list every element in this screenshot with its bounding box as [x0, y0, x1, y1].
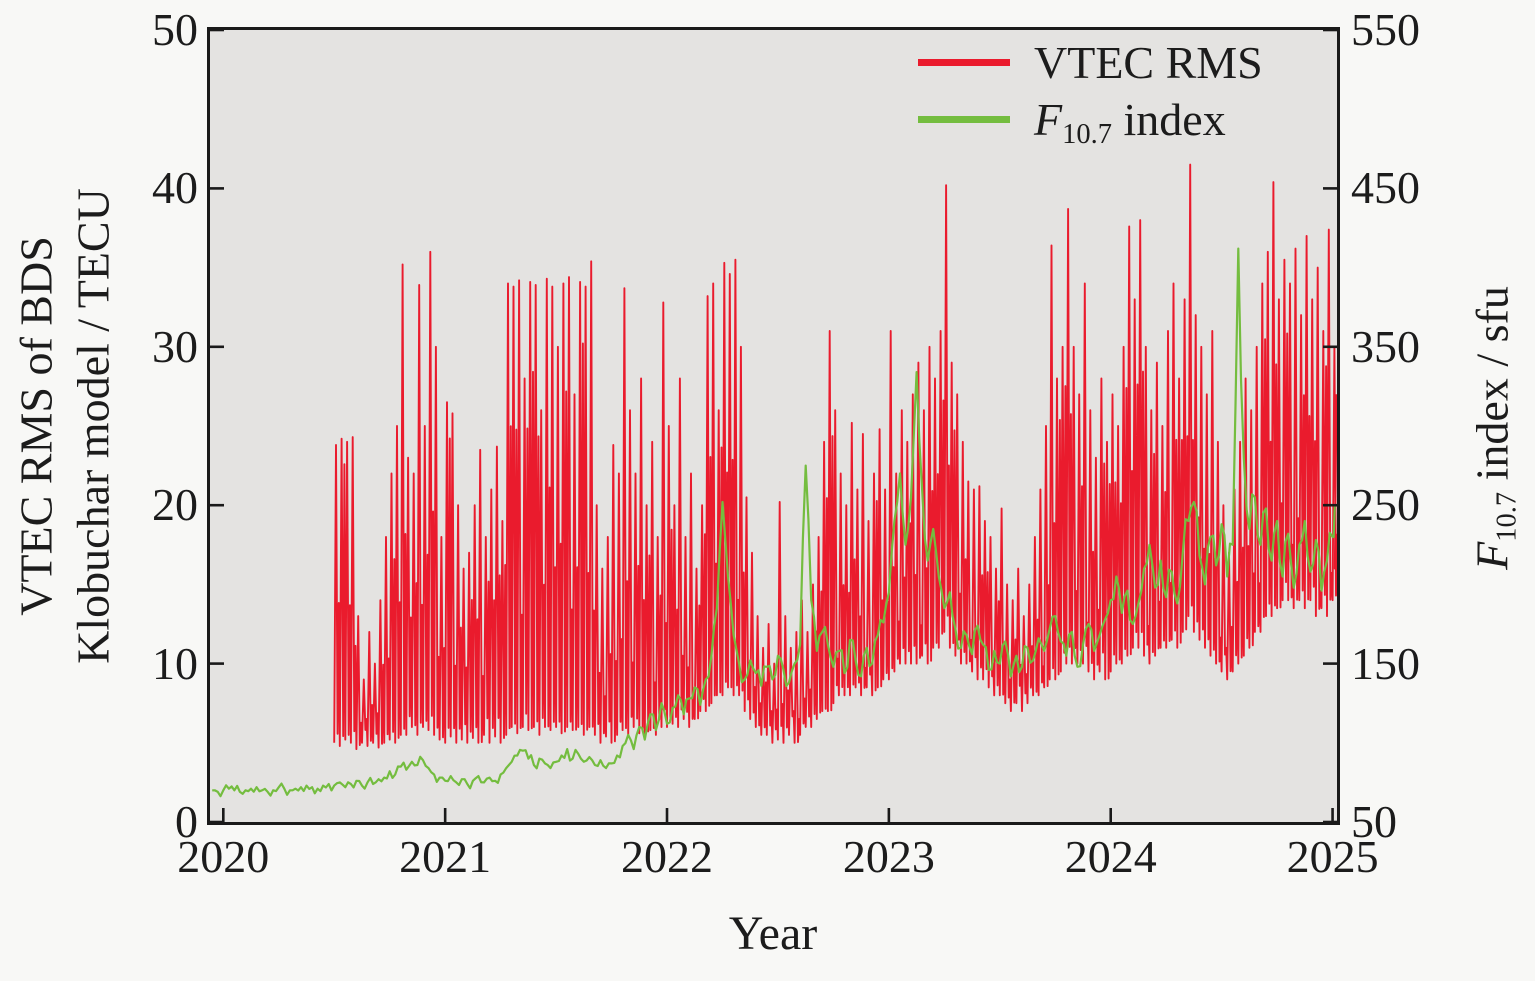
- legend-f-rest: index: [1112, 93, 1226, 145]
- x-tick-label-2024: 2024: [1064, 831, 1157, 882]
- y-left-tick-label-20: 20: [152, 479, 198, 531]
- y-right-tick-label-450: 450: [1351, 162, 1420, 214]
- x-tick-label-2022: 2022: [621, 831, 713, 882]
- legend-f-subscript: 10.7: [1062, 118, 1113, 150]
- f107-line-swatch: [918, 116, 1010, 123]
- y-right-tick-label-350: 350: [1351, 320, 1420, 372]
- y-right-tick-label-150: 150: [1351, 637, 1420, 689]
- plot-canvas: [210, 30, 1337, 822]
- y-left-axis-title-line2: Klobuchar model / TECU: [67, 188, 119, 664]
- y-left-tick-label-40: 40: [152, 162, 198, 214]
- x-tick-label-2020: 2020: [177, 831, 270, 882]
- y-right-title-f-symbol: F: [1466, 541, 1518, 570]
- vtec-rms-line-swatch: [918, 59, 1010, 66]
- x-axis-title: Year: [728, 907, 818, 960]
- y-right-title-f-subscript: 10.7: [1491, 491, 1523, 542]
- y-left-tick-label-50: 50: [152, 4, 198, 55]
- legend-label-vtec-rms: VTEC RMS: [1034, 36, 1263, 88]
- y-left-axis-title-line1: VTEC RMS of BDS: [10, 236, 62, 616]
- y-left-tick-label-0: 0: [175, 796, 198, 847]
- legend-label-f107-index: F10.7 index: [1034, 93, 1226, 148]
- legend-f-symbol: F: [1034, 93, 1063, 145]
- y-right-tick-label-250: 250: [1351, 479, 1420, 531]
- legend-item-vtec-rms: VTEC RMS: [918, 34, 1263, 91]
- y-left-tick-label-10: 10: [152, 637, 198, 689]
- y-left-tick-label-30: 30: [152, 320, 198, 372]
- f107-series-line: [212, 247, 1336, 798]
- y-right-title-rest: index / sfu: [1466, 286, 1518, 492]
- y-right-tick-label-50: 50: [1351, 796, 1397, 847]
- y-right-tick-label-550: 550: [1351, 4, 1420, 55]
- y-right-axis-title: F10.7 index / sfu: [1466, 286, 1523, 570]
- x-tick-label-2021: 2021: [399, 831, 492, 882]
- legend-item-f107-index: F10.7 index: [918, 91, 1263, 148]
- plot-area: [207, 27, 1340, 825]
- x-tick-label-2025: 2025: [1286, 831, 1379, 882]
- legend: VTEC RMS F10.7 index: [918, 34, 1263, 148]
- x-tick-label-2023: 2023: [842, 831, 935, 882]
- vtec-rms-series-line: [333, 163, 1337, 751]
